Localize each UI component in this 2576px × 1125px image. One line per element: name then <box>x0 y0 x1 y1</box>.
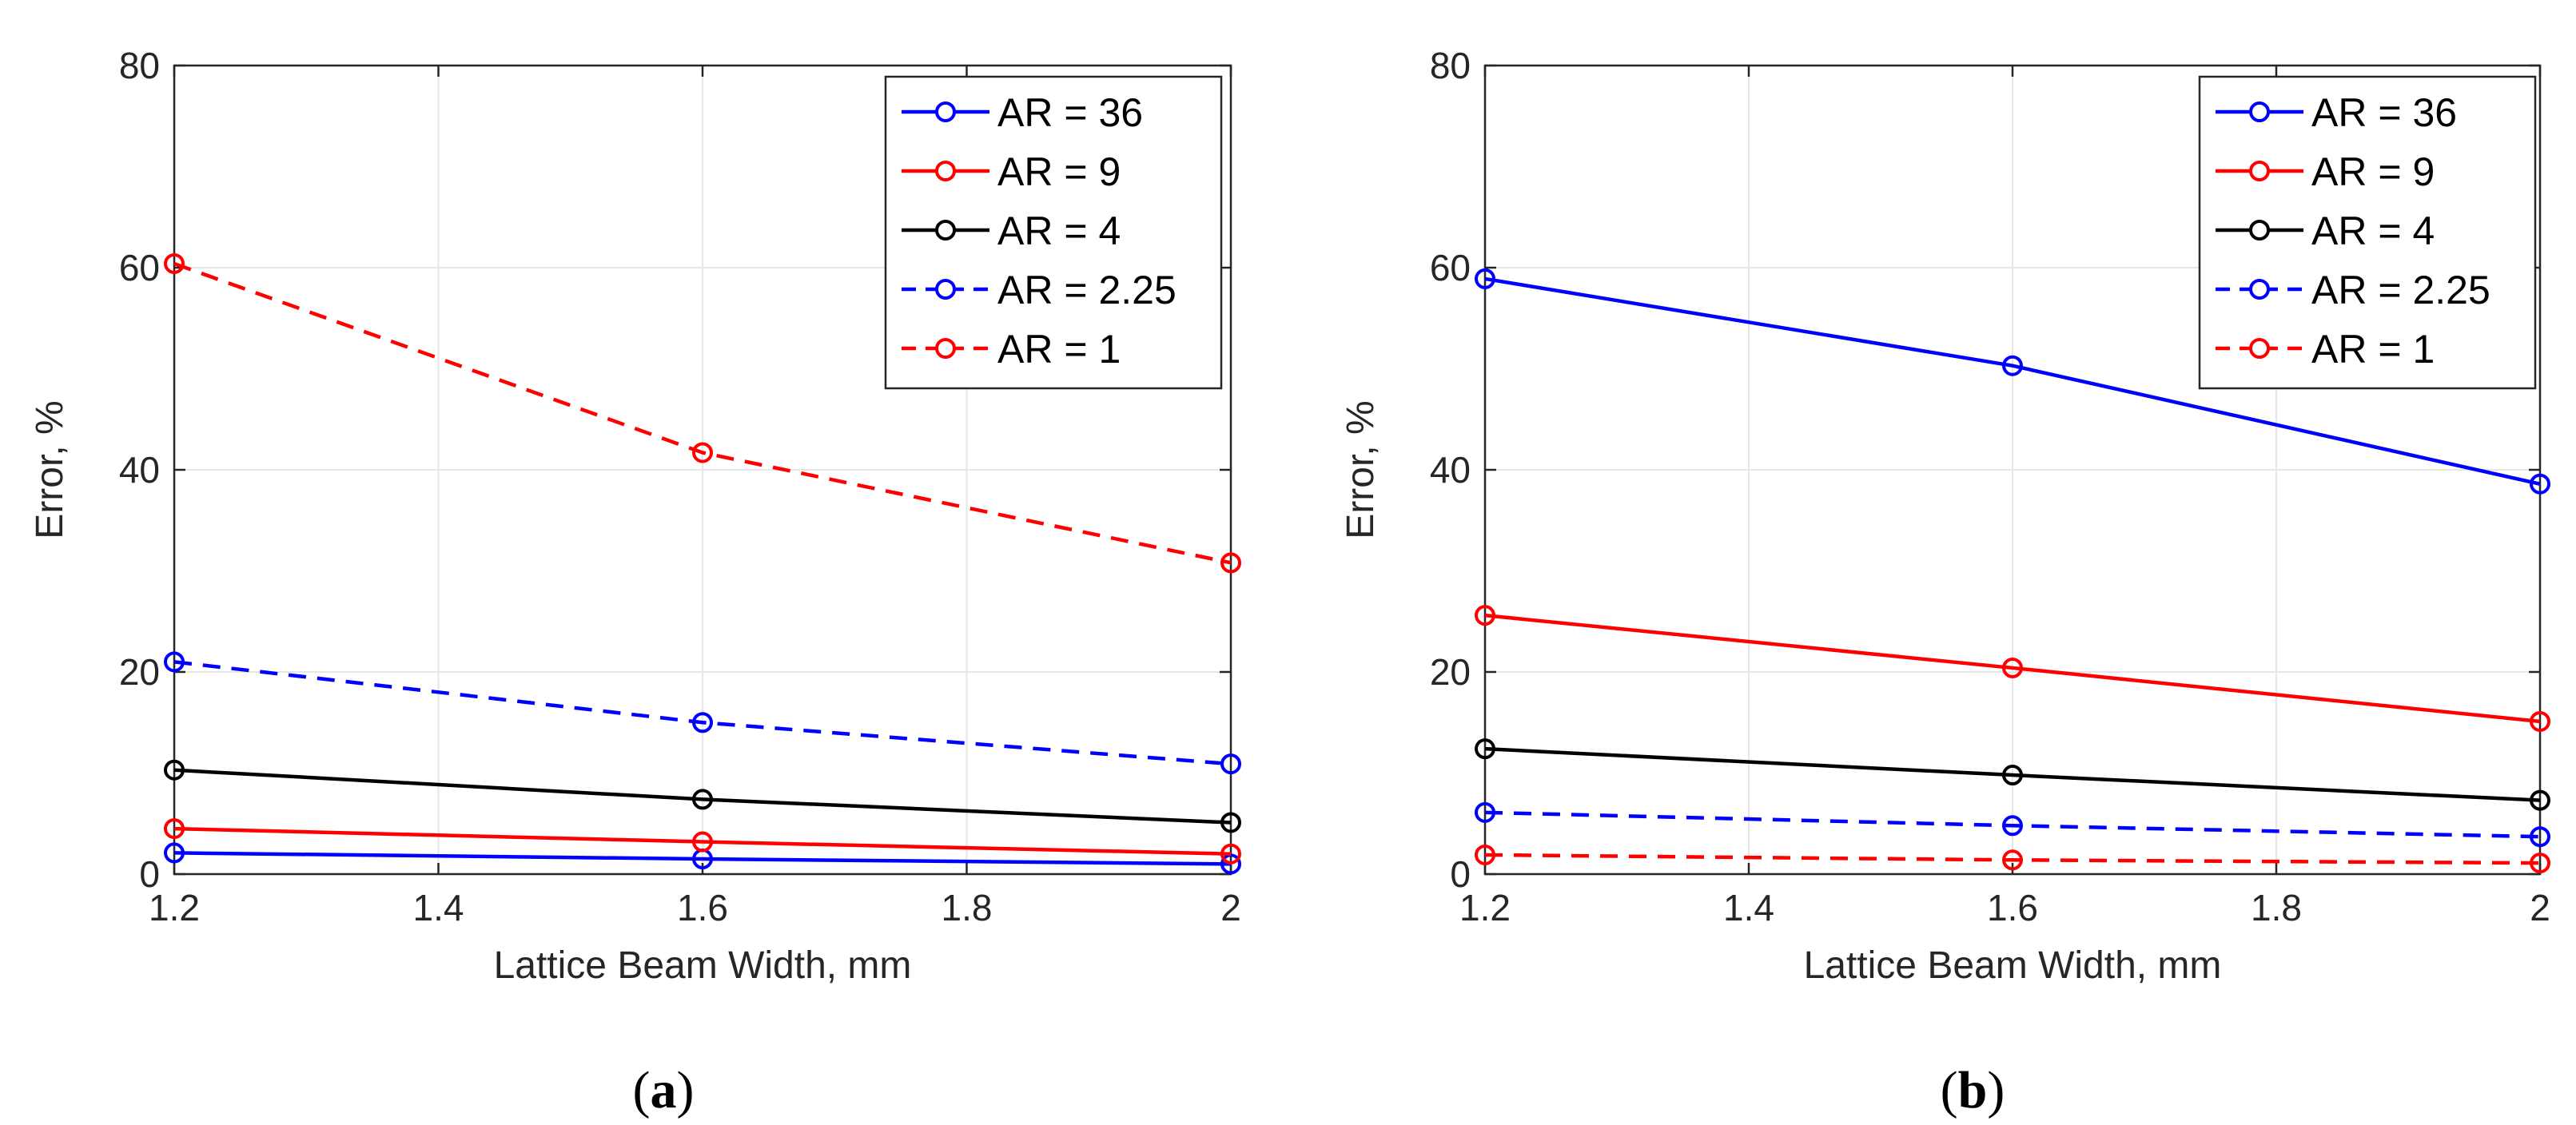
data-point <box>692 442 713 463</box>
y-tick-label: 60 <box>119 247 160 288</box>
data-point <box>164 818 185 840</box>
y-tick-label: 0 <box>139 853 160 895</box>
data-point <box>1220 853 1241 875</box>
y-tick-label: 20 <box>1430 651 1471 693</box>
data-point <box>164 252 185 274</box>
legend-marker-4 <box>2249 338 2270 359</box>
data-point <box>2530 853 2550 874</box>
legend-marker-3 <box>2249 279 2270 300</box>
series-line-4 <box>173 261 1232 565</box>
legend-marker-4 <box>935 338 956 359</box>
x-axis-label: Lattice Beam Width, mm <box>1804 944 2222 987</box>
x-tick-label: 1.4 <box>413 887 464 928</box>
y-tick-label: 20 <box>119 651 160 693</box>
data-point <box>2002 849 2023 871</box>
y-tick-label: 0 <box>1450 853 1471 895</box>
series-line-0 <box>1484 276 2541 486</box>
series-line-1 <box>1484 613 2541 724</box>
data-point <box>692 712 713 733</box>
data-point <box>164 651 185 673</box>
data-point <box>2530 826 2550 848</box>
series-line-4 <box>1484 853 2541 865</box>
legend-marker-3 <box>935 279 956 300</box>
data-point <box>1475 801 1495 823</box>
x-axis-label: Lattice Beam Width, mm <box>494 944 912 987</box>
legend-label-2: AR = 4 <box>2311 209 2435 253</box>
x-tick-label: 2 <box>2530 887 2550 928</box>
data-point <box>1475 844 1495 865</box>
y-tick-label: 80 <box>1430 45 1471 86</box>
series-line-2 <box>173 768 1232 825</box>
data-point <box>2002 657 2023 678</box>
panel-caption: (b) <box>1941 1061 2005 1119</box>
x-tick-label: 1.6 <box>1987 887 2038 928</box>
data-point <box>1220 753 1241 775</box>
data-point <box>2002 815 2023 837</box>
legend-label-0: AR = 36 <box>2311 90 2457 135</box>
data-point <box>692 831 713 853</box>
data-point <box>1475 738 1495 760</box>
legend-marker-1 <box>2249 161 2270 181</box>
data-point <box>2530 473 2550 495</box>
data-point <box>692 789 713 810</box>
y-tick-label: 40 <box>119 449 160 491</box>
data-point <box>2530 789 2550 811</box>
x-tick-label: 1.4 <box>1723 887 1774 928</box>
legend-label-0: AR = 36 <box>997 90 1143 135</box>
data-point <box>2002 355 2023 376</box>
x-tick-label: 2 <box>1220 887 1241 928</box>
x-tick-label: 1.2 <box>1459 887 1511 928</box>
y-tick-label: 60 <box>1430 247 1471 288</box>
legend-label-1: AR = 9 <box>2311 149 2435 194</box>
y-axis-label: Error, % <box>29 400 71 539</box>
series-line-2 <box>1484 746 2541 802</box>
x-tick-label: 1.2 <box>149 887 200 928</box>
data-point <box>164 842 185 864</box>
legend-label-2: AR = 4 <box>997 209 1121 253</box>
series-line-3 <box>173 660 1232 766</box>
data-point <box>2002 765 2023 786</box>
legend-label-3: AR = 2.25 <box>2311 268 2490 312</box>
data-point <box>1220 843 1241 865</box>
x-tick-label: 1.6 <box>677 887 728 928</box>
y-tick-label: 80 <box>119 45 160 86</box>
series-line-1 <box>173 826 1232 856</box>
data-point <box>1220 812 1241 833</box>
data-point <box>164 759 185 781</box>
legend-marker-1 <box>935 161 956 181</box>
data-point <box>1475 605 1495 626</box>
y-axis-label: Error, % <box>1340 400 1382 539</box>
series-line-0 <box>173 851 1232 866</box>
legend-marker-0 <box>935 101 956 122</box>
legend-marker-2 <box>935 220 956 241</box>
y-tick-label: 40 <box>1430 449 1471 491</box>
x-tick-label: 1.8 <box>942 887 993 928</box>
x-tick-label: 1.8 <box>2251 887 2302 928</box>
legend-marker-0 <box>2249 101 2270 122</box>
panel-caption: (a) <box>633 1061 695 1119</box>
data-point <box>1475 268 1495 289</box>
data-point <box>2530 710 2550 732</box>
legend-label-1: AR = 9 <box>997 149 1121 194</box>
data-point <box>1220 552 1241 574</box>
legend-label-4: AR = 1 <box>997 327 1121 372</box>
series-line-3 <box>1484 810 2541 839</box>
legend-marker-2 <box>2249 220 2270 241</box>
legend-label-3: AR = 2.25 <box>997 268 1177 312</box>
legend-label-4: AR = 1 <box>2311 327 2435 372</box>
